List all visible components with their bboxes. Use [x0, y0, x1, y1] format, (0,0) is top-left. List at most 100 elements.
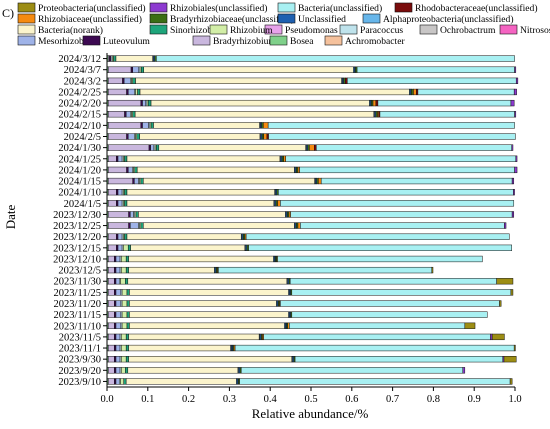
- bar-segment-rhizobiales-unclassified: [511, 211, 515, 218]
- bar-segment-rhodobacteraceae-unclassified: [375, 99, 379, 107]
- bar-segment-rhodobacteraceae-unclassified: [416, 88, 419, 96]
- bar-segment-rhizobiaceae-unclassified: [372, 99, 377, 107]
- bar-segment-rhizobium: [121, 266, 127, 274]
- bar-segment-proteobacteria-unclassified: [509, 378, 513, 385]
- legend-label-bacteria-unclassified: Bacteria(unclassified): [298, 3, 382, 14]
- bar-segment-bacteria-unclassified: [377, 99, 512, 107]
- legend-label-bradyrhizobiaceae-unclassified: Bradyrhizobiaceae(unclassified): [170, 14, 294, 25]
- bar-segment-bradyrhizobium: [107, 233, 117, 240]
- bar-segment-bacteria-unclassified: [316, 144, 512, 151]
- bar-segment-sinorhizobium: [125, 344, 129, 352]
- bar-segment-rhizobiaceae-unclassified: [297, 166, 300, 174]
- bar-segment-bradyrhizobium: [107, 356, 115, 363]
- bar-segment-bacteria-norank: [143, 222, 295, 229]
- bar-segment-bacteria-unclassified: [356, 66, 515, 73]
- y-tick-label: 2023/11/20: [54, 299, 101, 310]
- bar-segment-bacteria-norank: [128, 333, 260, 341]
- x-tick-label: 0.7: [386, 394, 399, 405]
- bar-segment-sinorhizobium: [127, 244, 131, 251]
- bar-segment-sinorhizobium: [124, 233, 128, 240]
- bar-segment-proteobacteria-unclassified: [503, 356, 517, 363]
- bar-segment-rhizobiales-unclassified: [515, 77, 519, 84]
- x-tick-label: 0.0: [100, 394, 113, 405]
- bar-segment-rhizobium: [120, 278, 126, 285]
- bar-segment-luteovulum: [116, 244, 119, 251]
- bar-segment-mesorhizobium: [142, 122, 149, 129]
- bar-segment-luteovulum: [114, 255, 117, 263]
- bar-segment-bacteria-norank: [134, 111, 375, 118]
- bar-segment-proteobacteria-unclassified: [510, 289, 514, 296]
- bar-segment-sinorhizobium: [132, 111, 136, 118]
- y-tick-label: 2023/11/1: [59, 344, 101, 355]
- bar-segment-luteovulum: [126, 88, 129, 96]
- bar-segment-rhizobium: [121, 367, 126, 374]
- bar-segment-bacteria-unclassified: [379, 111, 515, 118]
- bar-segment-luteovulum: [114, 333, 117, 341]
- y-tick-label: 2024/1/5: [64, 199, 101, 210]
- bar-segment-bradyrhizobium: [107, 289, 115, 296]
- bar-segment-bacteria-unclassified: [234, 344, 515, 352]
- bar-segment-luteovulum: [128, 211, 131, 218]
- bar-segment-bacteria-norank: [139, 133, 261, 140]
- bar-segment-bacteria-norank: [150, 99, 370, 107]
- bar-segment-luteovulum: [116, 189, 119, 196]
- bar-segment-bacteria-unclassified: [299, 166, 515, 174]
- bar-segment-rhizobium: [121, 255, 127, 263]
- bar-segment-bacteria-norank: [129, 322, 285, 329]
- bar-segment-bacteria-unclassified: [289, 278, 497, 285]
- bar-segment-bacteria-norank: [125, 378, 237, 385]
- legend-swatch-bradyrhizobiaceae-unclassified: [149, 13, 168, 24]
- bar-segment-luteovulum: [116, 233, 119, 240]
- bar-segment-sinorhizobium: [140, 222, 144, 229]
- bar-segment-sinorhizobium: [123, 378, 127, 385]
- bar-segment-bacteria-norank: [136, 166, 295, 174]
- legend-swatch-bacteria-norank: [17, 24, 36, 35]
- bar-segment-bacteria-unclassified: [156, 55, 515, 62]
- y-tick-label: 2024/2/5: [64, 132, 101, 143]
- bar-segment-sinorhizobium: [137, 88, 141, 96]
- bar-segment-luteovulum: [116, 155, 119, 162]
- bar-segment-bradyrhizobium: [107, 99, 142, 107]
- bar-segment-rhizobiales-unclassified: [462, 367, 466, 374]
- bar-segment-bacteria-norank: [129, 300, 277, 307]
- bar-segment-rhizobium: [121, 333, 127, 341]
- bar-segment-bradyrhizobium: [107, 222, 129, 229]
- bar-segment-bacteria-norank: [126, 233, 242, 240]
- bar-segment-mesorhizobium: [117, 244, 123, 251]
- bar-segment-bacteria-unclassified: [280, 300, 500, 307]
- y-tick-label: 2023/12/10: [53, 254, 101, 265]
- bar-segment-bacteria-unclassified: [245, 233, 510, 240]
- x-tick-label: 0.3: [223, 394, 236, 405]
- bar-segment-bradyrhizobium: [107, 155, 117, 162]
- bar-segment-bradyrhizobium: [107, 367, 115, 374]
- bar-segment-bradyrhizobium: [107, 311, 115, 318]
- bar-segment-sinorhizobium: [132, 77, 136, 84]
- bar-segment-rhizobiaceae-unclassified: [283, 155, 286, 162]
- bar-segment-bacteria-norank: [139, 88, 410, 96]
- bar-segment-rhizobiaceae-unclassified: [263, 133, 268, 140]
- bar-segment-bacteria-norank: [129, 289, 289, 296]
- bar-segment-bacteria-unclassified: [291, 289, 512, 296]
- bar-segment-bacteria-unclassified: [277, 255, 483, 263]
- bar-segment-bacteria-norank: [115, 55, 153, 62]
- bar-segment-rhizobiaceae-unclassified: [277, 200, 281, 207]
- x-tick-label: 0.1: [141, 394, 154, 405]
- bar-segment-luteovulum: [116, 200, 119, 207]
- bar-segment-mesorhizobium: [115, 255, 121, 263]
- bar-segment-bacteria-unclassified: [267, 122, 515, 129]
- y-tick-label: 2023/11/25: [54, 288, 101, 299]
- bar-segment-luteovulum: [114, 300, 117, 307]
- bar-segment-bacteria-norank: [153, 122, 260, 129]
- bar-segment-bacteria-unclassified: [290, 211, 513, 218]
- legend-swatch-alphaproteobacteria-unclassified: [362, 13, 381, 24]
- bar-segment-sinorhizobium: [156, 144, 160, 151]
- y-tick-label: 2024/1/30: [58, 143, 101, 154]
- bar-segment-bradyrhizobiaceae-unclassified: [246, 244, 249, 251]
- bar-segment-mesorhizobium: [115, 356, 121, 363]
- bar-segment-bradyrhizobium: [107, 333, 115, 341]
- bar-segment-bradyrhizobium: [107, 244, 117, 251]
- legend-label-rhizobiaceae-unclassified: Rhizobiaceae(unclassified): [38, 14, 142, 25]
- bar-segment-luteovulum: [128, 222, 131, 229]
- bar-segment-sinorhizobium: [124, 189, 128, 196]
- y-tick-label: 2024/1/15: [58, 177, 101, 188]
